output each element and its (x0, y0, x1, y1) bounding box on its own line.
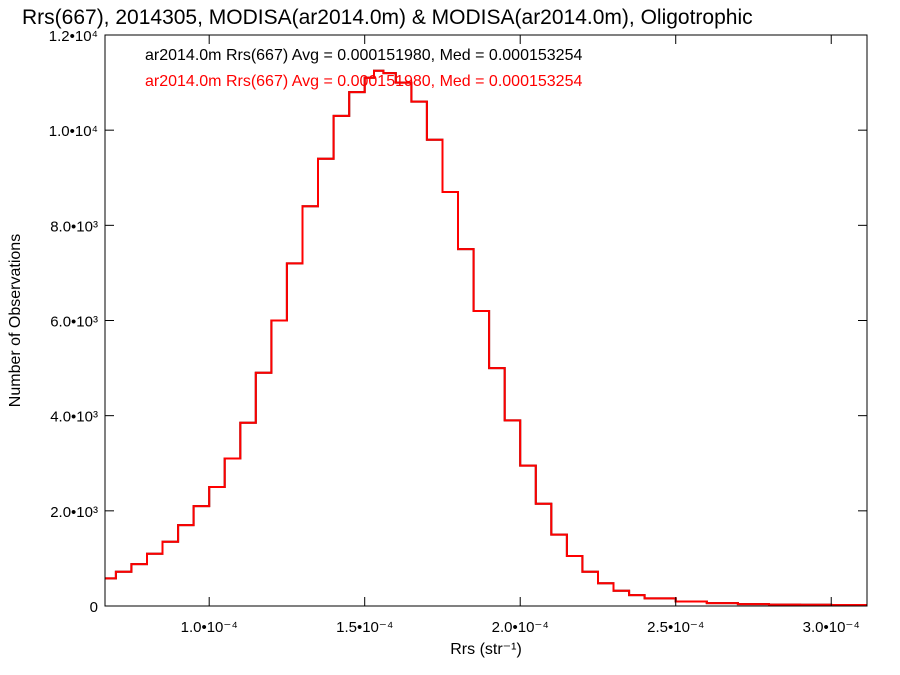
series-layer (105, 69, 867, 606)
histogram-series-1 (105, 69, 867, 606)
chart-title: Rrs(667), 2014305, MODISA(ar2014.0m) & M… (22, 6, 753, 29)
y-tick-label: 8.0•10³ (50, 218, 98, 235)
axis-ticks: 1.0•10⁻⁴ 1.5•10⁻⁴ 2.0•10⁻⁴ 2.5•10⁻⁴ 3.0•10⁻⁴… (49, 28, 867, 636)
x-tick-label: 1.5•10⁻⁴ (336, 619, 393, 636)
legend: ar2014.0m Rrs(667) Avg = 0.000151980, Me… (145, 47, 582, 90)
y-tick-label: 1.2•10⁴ (49, 28, 98, 45)
legend-entry-1: ar2014.0m Rrs(667) Avg = 0.000151980, Me… (145, 47, 582, 64)
y-tick-label: 4.0•10³ (50, 409, 98, 426)
y-tick-label: 6.0•10³ (50, 314, 98, 331)
y-tick-label: 0 (90, 599, 98, 616)
x-tick-label: 1.0•10⁻⁴ (181, 619, 238, 636)
histogram-series-2 (105, 69, 867, 606)
legend-entry-2: ar2014.0m Rrs(667) Avg = 0.000151980, Me… (145, 73, 582, 90)
x-axis-label: Rrs (str⁻¹) (450, 641, 522, 658)
plot-frame (104, 34, 868, 607)
x-tick-label: 2.0•10⁻⁴ (492, 619, 549, 636)
y-axis-label: Number of Observations (7, 234, 24, 407)
y-tick-label: 2.0•10³ (50, 504, 98, 521)
x-tick-label: 2.5•10⁻⁴ (647, 619, 704, 636)
y-tick-label: 1.0•10⁴ (49, 123, 98, 140)
x-tick-label: 3.0•10⁻⁴ (803, 619, 860, 636)
